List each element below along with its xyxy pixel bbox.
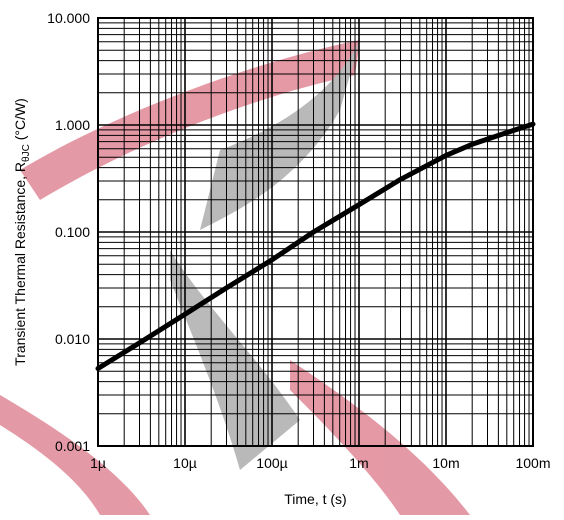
- x-tick-label: 100m: [515, 455, 550, 471]
- y-tick-label: 10.000: [47, 10, 90, 26]
- y-tick-label: 0.100: [55, 224, 90, 240]
- x-tick-label: 100µ: [256, 455, 287, 471]
- plot-frame: [97, 17, 534, 447]
- x-tick-labels: 1µ 10µ 100µ 1m 10m 100m: [90, 455, 550, 471]
- y-tick-label: 0.001: [55, 438, 90, 454]
- x-tick-label: 10m: [432, 455, 459, 471]
- x-tick-label: 1m: [349, 455, 368, 471]
- x-tick-label: 1µ: [90, 455, 106, 471]
- y-tick-labels: 0.001 0.010 0.100 1.000 10.000: [47, 10, 90, 454]
- y-axis-title-subscript: θJC: [21, 144, 32, 162]
- y-axis-title-main: Transient Thermal Resistance, R: [12, 162, 28, 366]
- x-axis-title: Time, t (s): [284, 491, 346, 507]
- series-line: [95, 121, 536, 371]
- y-axis-title: Transient Thermal Resistance, RθJC (°C/W…: [12, 98, 32, 366]
- y-tick-label: 1.000: [55, 117, 90, 133]
- y-tick-label: 0.010: [55, 331, 90, 347]
- y-axis-title-unit: (°C/W): [12, 98, 28, 144]
- x-tick-label: 10µ: [173, 455, 197, 471]
